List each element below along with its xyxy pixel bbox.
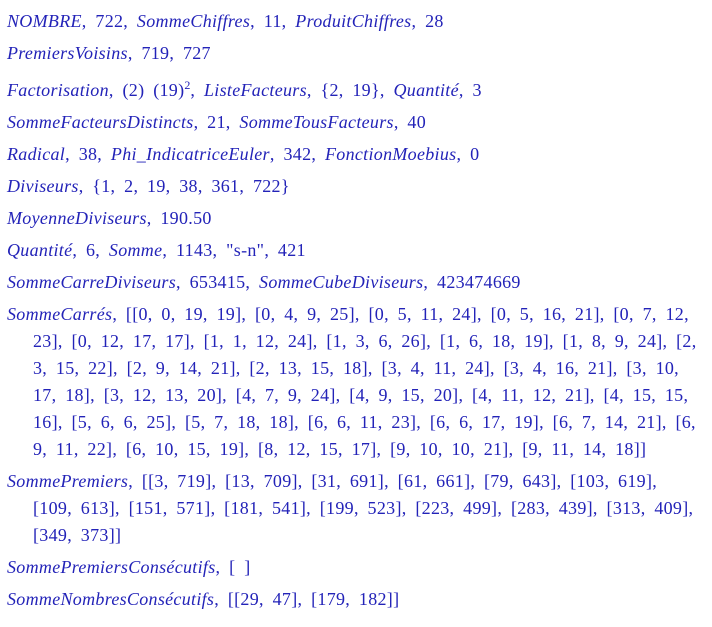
identifier-text: ProduitChiffres [295,11,412,31]
identifier-text: Factorisation [7,80,109,100]
identifier-text: Quantité [7,240,73,260]
identifier-text: Radical [7,144,66,164]
identifier-text: SommeFacteursDistincts [7,112,194,132]
value-text: , [[0, 0, 19, 19], [0, 4, 9, 25], [0, 5,… [33,304,697,459]
value-text: , 11, [250,11,296,31]
identifier-text: SommeCarreDiviseurs [7,272,177,292]
output-line-factorisation: Factorisation, (2) (19)2, ListeFacteurs,… [7,72,704,104]
output-line-diviseurs: Diviseurs, {1, 2, 19, 38, 361, 722} [7,173,704,200]
value-text: , 423474669 [423,272,521,292]
identifier-text: MoyenneDiviseurs [7,208,147,228]
output-line-somme-nombres-consecutifs: SommeNombresConsécutifs, [[29, 47], [179… [7,586,704,613]
identifier-text: SommeTousFacteurs [239,112,394,132]
identifier-text: ListeFacteurs [204,80,307,100]
identifier-text: SommePremiersConsécutifs [7,557,216,577]
value-text: , 38, [65,144,111,164]
value-text: , {1, 2, 19, 38, 361, 722} [78,176,290,196]
value-text: , [[29, 47], [179, 182]] [214,589,400,609]
value-text: , 28 [411,11,444,31]
value-text: , [ ] [215,557,251,577]
value-text: , [190,80,204,100]
value-text: , 1143, "s-n", 421 [162,240,306,260]
identifier-text: SommeNombresConsécutifs [7,589,215,609]
value-text: , [[3, 719], [13, 709], [31, 691], [61, … [33,471,694,545]
output-line-nombre: NOMBRE, 722, SommeChiffres, 11, ProduitC… [7,8,704,35]
identifier-text: SommeCarrés [7,304,113,324]
output-line-premiers-voisins: PremiersVoisins, 719, 727 [7,40,704,67]
identifier-text: FonctionMoebius [324,144,457,164]
identifier-text: PremiersVoisins [7,43,128,63]
value-text: , 653415, [176,272,260,292]
value-text: , {2, 19}, [306,80,394,100]
output-line-moyenne-diviseurs: MoyenneDiviseurs, 190.50 [7,205,704,232]
output-line-quantite-somme: Quantité, 6, Somme, 1143, "s-n", 421 [7,237,704,264]
value-text: , 40 [393,112,427,132]
identifier-text: Quantité [393,80,459,100]
identifier-text: Diviseurs [7,176,79,196]
value-text: , 6, [72,240,109,260]
output-line-somme-carre-cube-diviseurs: SommeCarreDiviseurs, 653415, SommeCubeDi… [7,269,704,296]
value-text: , 719, 727 [127,43,211,63]
identifier-text: SommeChiffres [136,11,251,31]
output-line-somme-carres: SommeCarrés, [[0, 0, 19, 19], [0, 4, 9, … [7,301,704,463]
value-text: , 0 [456,144,480,164]
identifier-text: NOMBRE [7,11,82,31]
value-text: , 342, [269,144,325,164]
value-text: , 190.50 [146,208,212,228]
exponent-text: 2 [184,78,191,92]
identifier-text: Phi_IndicatriceEuler [110,144,270,164]
output-line-somme-facteurs: SommeFacteursDistincts, 21, SommeTousFac… [7,109,704,136]
value-text: , (2) (19) [108,80,185,100]
identifier-text: SommeCubeDiviseurs [259,272,424,292]
output-line-radical-phi-moebius: Radical, 38, Phi_IndicatriceEuler, 342, … [7,141,704,168]
value-text: , 722, [81,11,137,31]
identifier-text: SommePremiers [7,471,129,491]
worksheet-output-area: NOMBRE, 722, SommeChiffres, 11, ProduitC… [7,8,704,613]
output-line-somme-premiers: SommePremiers, [[3, 719], [13, 709], [31… [7,468,704,549]
value-text: , 21, [193,112,240,132]
output-line-somme-premiers-consecutifs: SommePremiersConsécutifs, [ ] [7,554,704,581]
value-text: , 3 [458,80,482,100]
identifier-text: Somme [108,240,163,260]
